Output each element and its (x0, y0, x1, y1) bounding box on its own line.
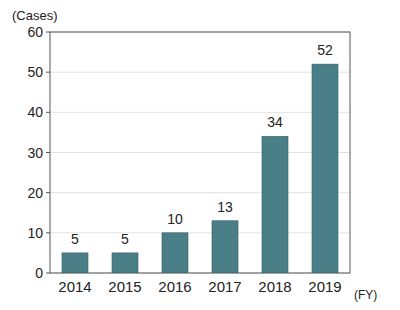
data-label: 13 (217, 199, 233, 215)
bar (212, 221, 238, 273)
data-label: 34 (267, 114, 283, 130)
data-label: 5 (121, 231, 129, 247)
tick-mark (46, 152, 50, 153)
data-label: 52 (317, 42, 333, 58)
bar (112, 253, 138, 273)
y-tick-label: 20 (27, 185, 43, 201)
bars (62, 64, 338, 273)
y-tick-label: 60 (27, 24, 43, 40)
tick-mark (46, 232, 50, 233)
x-tick-label: 2014 (58, 278, 91, 295)
bar (312, 64, 338, 273)
y-tick-label: 50 (27, 64, 43, 80)
tick-mark (46, 192, 50, 193)
tick-mark (46, 32, 50, 33)
grid-line (50, 112, 350, 113)
x-axis-label: (FY) (354, 288, 377, 302)
y-tick-label: 40 (27, 104, 43, 120)
bar (62, 253, 88, 273)
grid-line (50, 152, 350, 153)
y-tick-label: 30 (27, 145, 43, 161)
chart: 0 10 20 30 40 50 60 5 5 10 13 34 52 2014 2015 2016 2017 2… (0, 0, 400, 310)
tick-mark (46, 72, 50, 73)
grid-line (50, 72, 350, 73)
x-tick-label: 2015 (108, 278, 141, 295)
tick-mark (46, 112, 50, 113)
x-tick-label: 2017 (208, 278, 241, 295)
x-tick-label: 2018 (258, 278, 291, 295)
x-tick-label: 2019 (308, 278, 341, 295)
x-tick-label: 2016 (158, 278, 191, 295)
bar (162, 233, 188, 273)
y-tick-label: 0 (35, 265, 43, 281)
tick-mark (46, 273, 50, 274)
y-axis-label: (Cases) (12, 8, 58, 23)
data-label: 5 (71, 231, 79, 247)
grid-line (50, 192, 350, 193)
bar (262, 136, 288, 273)
data-label: 10 (167, 211, 183, 227)
plot-frame (50, 32, 350, 273)
y-tick-label: 10 (27, 225, 43, 241)
grid-line (50, 232, 350, 233)
